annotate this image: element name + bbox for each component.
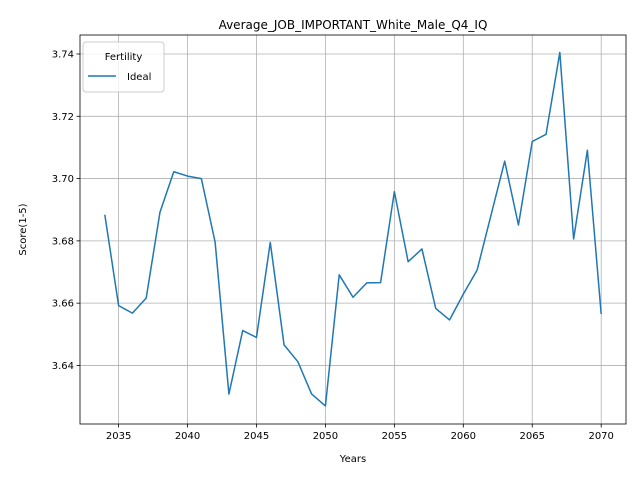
y-tick-label: 3.72 [52, 112, 74, 123]
x-tick-label: 2060 [451, 431, 476, 442]
grid-lines [80, 35, 626, 424]
chart-title: Average_JOB_IMPORTANT_White_Male_Q4_IQ [219, 18, 488, 32]
x-axis-ticks: 2035 2040 2045 2050 2055 2060 2065 2070 [106, 424, 614, 442]
y-axis-ticks: 3.64 3.66 3.68 3.70 3.72 3.74 [52, 49, 80, 372]
x-tick-label: 2045 [244, 431, 269, 442]
y-tick-label: 3.66 [52, 299, 74, 310]
x-tick-label: 2070 [588, 431, 613, 442]
series-layer [104, 51, 602, 407]
x-tick-label: 2065 [520, 431, 545, 442]
y-tick-label: 3.70 [52, 174, 74, 185]
legend-box [82, 41, 165, 93]
y-tick-label: 3.64 [52, 361, 74, 372]
legend-title: Fertility [105, 52, 143, 63]
legend-label-ideal: Ideal [127, 72, 151, 83]
plot-area-frame [79, 34, 627, 425]
y-axis-label: Score(1-5) [18, 203, 29, 255]
y-tick-label: 3.68 [52, 236, 74, 247]
x-tick-label: 2055 [382, 431, 407, 442]
x-tick-label: 2040 [175, 431, 200, 442]
legend: Fertility Ideal [82, 41, 165, 93]
x-tick-label: 2050 [313, 431, 338, 442]
x-tick-label: 2035 [106, 431, 131, 442]
y-tick-label: 3.74 [52, 49, 74, 60]
x-axis-label: Years [339, 454, 366, 465]
